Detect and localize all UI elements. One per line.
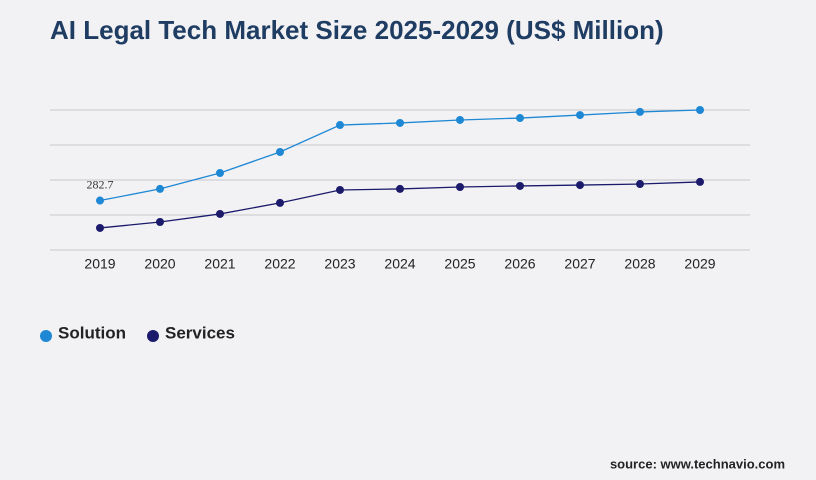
data-point (156, 218, 164, 226)
data-point (576, 181, 584, 190)
data-point (516, 114, 524, 123)
x-tick-label: 2029 (684, 256, 715, 272)
data-point (516, 181, 524, 190)
data-point (696, 106, 704, 114)
data-point (276, 198, 284, 207)
legend-marker (147, 330, 159, 342)
data-point (396, 118, 404, 127)
legend-label: Services (165, 323, 235, 342)
x-tick-label: 2021 (204, 256, 235, 272)
legend-label: Solution (58, 323, 126, 342)
data-point (636, 180, 644, 189)
data-point (396, 184, 404, 193)
legend-marker (40, 330, 52, 342)
data-point (456, 183, 464, 191)
x-tick-label: 2024 (384, 256, 415, 272)
data-point (96, 196, 104, 205)
x-tick-label: 2020 (144, 256, 175, 272)
data-point (216, 209, 224, 218)
data-point (96, 223, 104, 232)
x-tick-label: 2019 (84, 256, 115, 272)
data-point (336, 185, 344, 194)
data-point (216, 169, 224, 177)
data-point (156, 184, 164, 193)
x-tick-label: 2025 (444, 256, 475, 272)
x-tick-label: 2022 (264, 256, 295, 272)
data-point (336, 121, 344, 130)
x-tick-label: 2026 (504, 256, 535, 272)
x-tick-label: 2023 (324, 256, 355, 272)
data-point (276, 148, 284, 156)
source: source: www.technavio.com (610, 456, 785, 471)
data-label: 282.7 (87, 177, 114, 191)
data-point (576, 111, 584, 120)
data-point (696, 177, 704, 186)
chart-title: AI Legal Tech Market Size 2025-2029 (US$… (50, 15, 664, 45)
data-point (636, 107, 644, 116)
x-tick-label: 2028 (624, 256, 655, 272)
data-point (456, 115, 464, 124)
x-tick-label: 2027 (564, 256, 595, 272)
